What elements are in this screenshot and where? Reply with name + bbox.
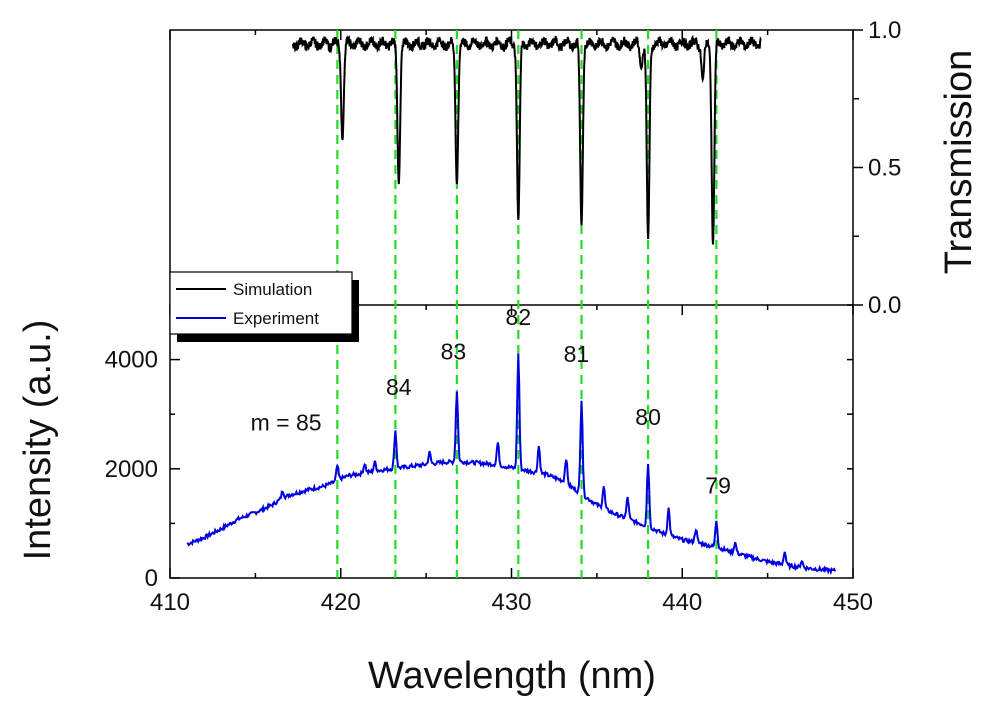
y-tick-label-transmission: 0.5 [868,155,901,182]
x-axis-title: Wavelength (nm) [368,655,656,697]
order-label: 79 [705,472,731,498]
order-label: 84 [386,374,412,400]
y-tick-label-transmission: 1.0 [868,17,901,44]
order-label: 80 [635,404,661,430]
y-tick-label-transmission: 0.0 [868,292,901,319]
x-tick-label: 410 [150,589,190,616]
x-tick-label: 440 [662,589,702,616]
y-tick-label-intensity: 2000 [105,456,158,483]
x-tick-label: 430 [491,589,531,616]
guide-lines [336,30,718,578]
y-axis-title-transmission: Transmission [938,50,980,275]
order-label: 82 [506,304,532,330]
order-label: 83 [441,339,467,365]
x-tick-label: 450 [833,589,873,616]
series-line-simulation [291,34,762,245]
x-tick-label: 420 [321,589,361,616]
order-label: m = 85 [251,410,322,436]
order-label: 81 [564,341,590,367]
y-tick-label-intensity: 0 [145,565,158,592]
series-layer [186,34,837,576]
ticks-layer: 410 420 430 440 450 0 2000 4000 0.0 0.5 1.0 [105,17,902,616]
annotations-layer: m = 85 84 83 82 81 80 79 [251,304,731,498]
legend-label-simulation: Simulation [233,280,312,299]
y-tick-label-intensity: 4000 [105,347,158,374]
y-axis-title-intensity: Intensity (a.u.) [17,320,59,561]
legend-label-experiment: Experiment [233,309,319,328]
series-line-experiment [186,353,837,576]
legend-box [169,271,353,335]
legend: Simulation Experiment [169,271,359,342]
